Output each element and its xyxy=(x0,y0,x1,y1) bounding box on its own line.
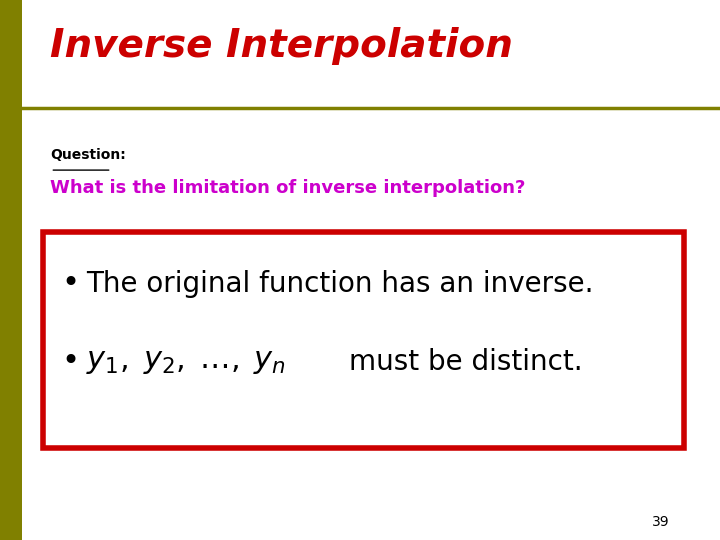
Text: •: • xyxy=(61,269,79,298)
FancyBboxPatch shape xyxy=(43,232,684,448)
FancyBboxPatch shape xyxy=(0,0,22,540)
Text: What is the limitation of inverse interpolation?: What is the limitation of inverse interp… xyxy=(50,179,526,197)
Text: Question:: Question: xyxy=(50,148,126,162)
Text: $y_1, \; y_2, \; \ldots, \; y_n$: $y_1, \; y_2, \; \ldots, \; y_n$ xyxy=(86,347,287,376)
Text: must be distinct.: must be distinct. xyxy=(349,348,582,376)
Text: The original function has an inverse.: The original function has an inverse. xyxy=(86,269,594,298)
Text: Inverse Interpolation: Inverse Interpolation xyxy=(50,27,513,65)
Text: •: • xyxy=(61,347,79,376)
Text: 39: 39 xyxy=(652,515,670,529)
